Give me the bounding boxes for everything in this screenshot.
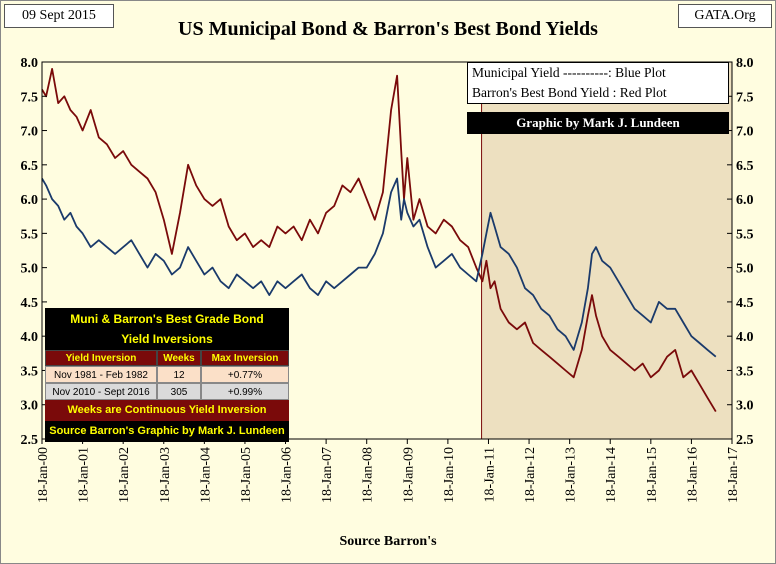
inversion-footer-2: Source Barron's Graphic by Mark J. Lunde… [45, 421, 289, 442]
x-tick-label: 18-Jan-17 [726, 447, 741, 503]
inversion-title-2: Yield Inversions [121, 332, 213, 346]
y-tick-label: 5.0 [736, 262, 754, 277]
x-tick-label: 18-Jan-15 [645, 447, 660, 503]
x-tick-label: 18-Jan-11 [482, 447, 497, 502]
x-tick-label: 18-Jan-10 [442, 447, 457, 503]
x-tick-label: 18-Jan-14 [604, 447, 619, 503]
x-tick-label: 18-Jan-05 [239, 447, 254, 503]
municipal-yield-line [41, 177, 717, 358]
y-tick-label: 6.0 [21, 193, 39, 208]
y-tick-label: 8.0 [21, 56, 39, 71]
cell-weeks: 305 [157, 383, 201, 400]
x-axis: 18-Jan-00 18-Jan-01 18-Jan-02 18-Jan-03 18-J… [36, 439, 741, 503]
y-tick-label: 5.0 [21, 262, 39, 277]
barron-s-best-bond-yield-line [41, 68, 717, 413]
plot-border [41, 61, 733, 440]
y-tick-label: 7.0 [21, 125, 39, 140]
series-group [41, 68, 717, 413]
col-max-inversion: Max Inversion [201, 350, 289, 366]
x-tick-label: 18-Jan-04 [198, 447, 213, 503]
inversion-column-headers: Yield Inversion Weeks Max Inversion [45, 350, 289, 366]
y-tick-label: 5.5 [736, 227, 754, 242]
table-row: Nov 1981 - Feb 1982 12 +0.77% [45, 366, 289, 383]
source-tag: GATA.Org [678, 4, 772, 28]
y-tick-label: 4.5 [736, 296, 754, 311]
col-yield-inversion: Yield Inversion [45, 350, 157, 366]
y-tick-label: 6.0 [736, 193, 754, 208]
table-row: Nov 2010 - Sept 2016 305 +0.99% [45, 383, 289, 400]
credit-banner: Graphic by Mark J. Lundeen [467, 112, 729, 134]
x-tick-label: 18-Jan-01 [77, 447, 92, 503]
x-tick-label: 18-Jan-12 [523, 447, 538, 503]
x-tick-label: 18-Jan-13 [564, 447, 579, 503]
y-tick-label: 5.5 [21, 227, 39, 242]
y-tick-label: 7.5 [736, 90, 754, 105]
y-axis-left: 8.0 7.5 7.0 6.5 6.0 5.5 5.0 4.5 4.0 3.5 3.0 2.5 [21, 56, 47, 448]
inversion-footer-1: Weeks are Continuous Yield Inversion [45, 400, 289, 421]
y-tick-label: 6.5 [736, 159, 754, 174]
legend-barrons: Barron's Best Bond Yield : Red Plot [472, 85, 667, 100]
y-tick-label: 3.0 [736, 399, 754, 414]
y-tick-label: 6.5 [21, 159, 39, 174]
cell-max: +0.99% [201, 383, 289, 400]
y-tick-label: 4.0 [21, 330, 39, 345]
x-tick-label: 18-Jan-00 [36, 447, 51, 503]
x-axis-label: Source Barron's [339, 534, 437, 549]
x-tick-label: 18-Jan-08 [361, 447, 376, 503]
date-label: 09 Sept 2015 [4, 4, 114, 28]
inversion-table: Muni & Barron's Best Grade Bond Yield In… [45, 308, 289, 442]
x-tick-label: 18-Jan-16 [685, 447, 700, 503]
y-tick-label: 3.5 [21, 364, 39, 379]
cell-max: +0.77% [201, 366, 289, 383]
x-tick-label: 18-Jan-02 [117, 447, 132, 503]
legend: Municipal Yield ----------: Blue Plot Ba… [467, 62, 729, 104]
inversion-table-header: Muni & Barron's Best Grade Bond Yield In… [45, 308, 289, 350]
y-tick-label: 8.0 [736, 56, 754, 71]
legend-muni: Municipal Yield ----------: Blue Plot [472, 65, 666, 80]
y-tick-label: 2.5 [736, 433, 754, 448]
y-tick-label: 2.5 [21, 433, 39, 448]
x-tick-label: 18-Jan-03 [158, 447, 173, 503]
y-tick-label: 4.0 [736, 330, 754, 345]
y-tick-label: 3.0 [21, 399, 39, 414]
x-tick-label: 18-Jan-07 [320, 447, 335, 503]
chart-title: US Municipal Bond & Barron's Best Bond Y… [178, 18, 598, 40]
cell-weeks: 12 [157, 366, 201, 383]
y-axis-right: 8.0 7.5 7.0 6.5 6.0 5.5 5.0 4.5 4.0 3.5 3.0 2.5 [727, 56, 754, 448]
x-tick-label: 18-Jan-09 [401, 447, 416, 503]
y-tick-label: 4.5 [21, 296, 39, 311]
inversion-title-1: Muni & Barron's Best Grade Bond [70, 312, 264, 326]
y-tick-label: 7.0 [736, 125, 754, 140]
y-tick-label: 3.5 [736, 364, 754, 379]
y-tick-label: 7.5 [21, 90, 39, 105]
cell-period: Nov 1981 - Feb 1982 [45, 366, 157, 383]
cell-period: Nov 2010 - Sept 2016 [45, 383, 157, 400]
x-tick-label: 18-Jan-06 [280, 447, 295, 503]
col-weeks: Weeks [157, 350, 201, 366]
